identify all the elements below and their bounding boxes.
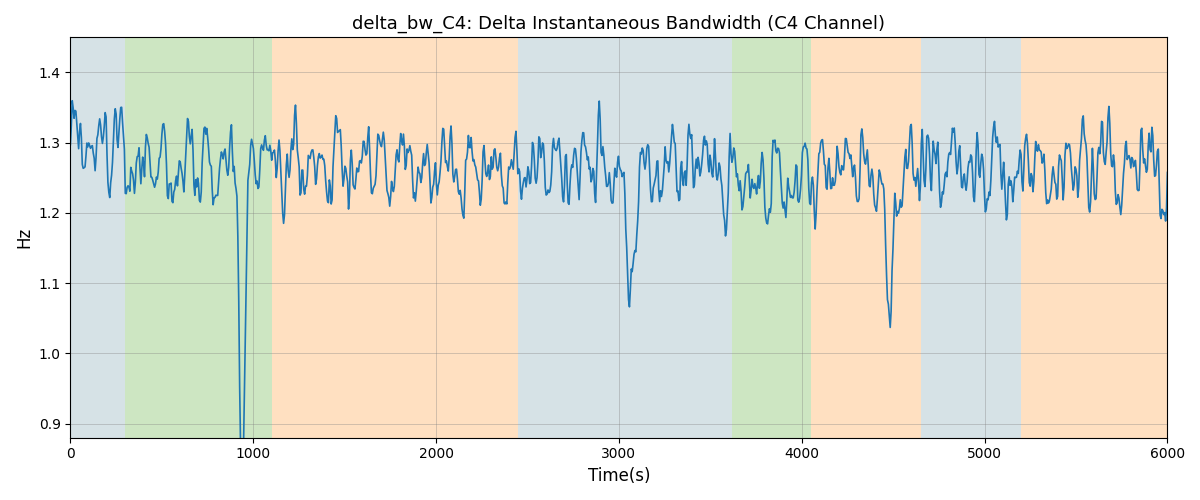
Bar [71,38,125,438]
Bar [271,38,518,438]
Y-axis label: Hz: Hz [14,227,32,248]
Bar [920,38,1021,438]
Bar [125,38,271,438]
Bar [518,38,710,438]
Bar [732,38,811,438]
Bar [710,38,732,438]
Title: delta_bw_C4: Delta Instantaneous Bandwidth (C4 Channel): delta_bw_C4: Delta Instantaneous Bandwid… [353,15,886,34]
Bar [811,38,920,438]
X-axis label: Time(s): Time(s) [588,467,650,485]
Bar [1021,38,1168,438]
